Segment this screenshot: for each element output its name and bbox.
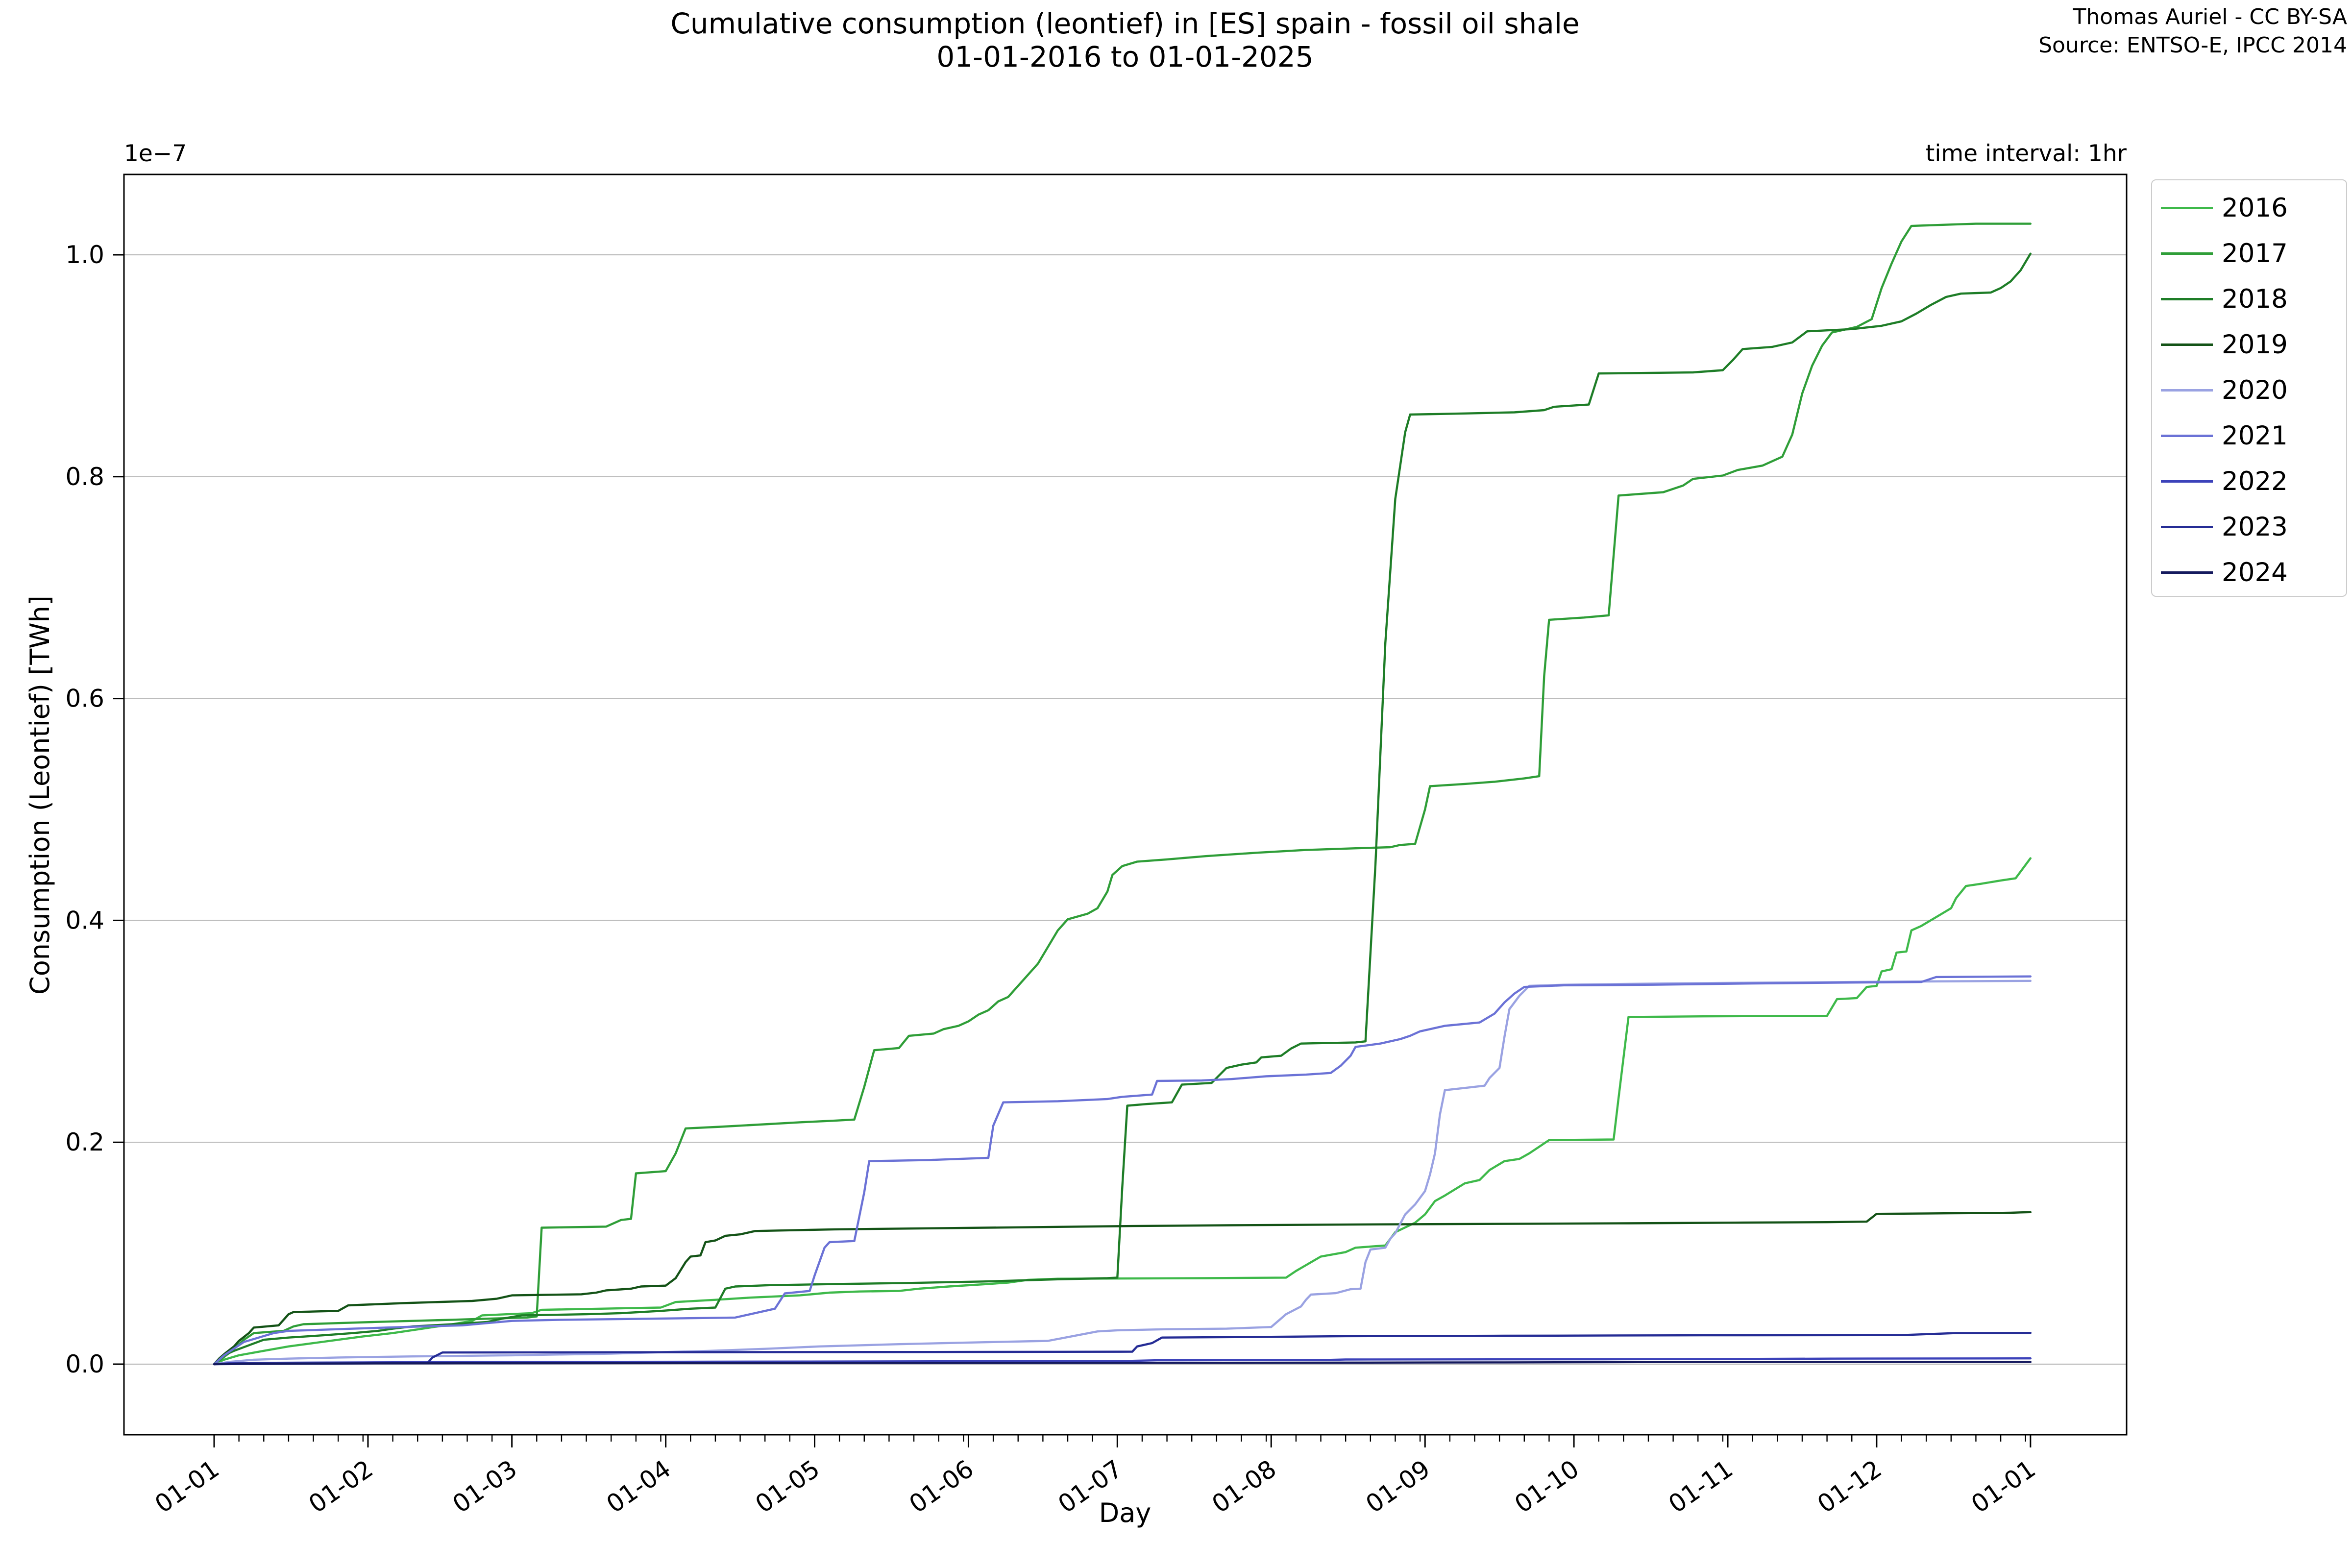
legend-line-sample [2161,389,2213,392]
series-line-2020 [213,980,2032,1366]
legend-line-sample [2161,480,2213,483]
series-line-2019 [213,1211,2032,1366]
legend-item-label: 2017 [2222,239,2288,269]
series-line-2024 [213,1361,2032,1366]
chart-title: Cumulative consumption (leontief) in [ES… [490,7,1760,74]
legend-item-2021: 2021 [2152,412,2346,458]
series-line-2021 [213,975,2032,1366]
legend-item-label: 2022 [2222,466,2288,496]
legend-item-label: 2024 [2222,558,2288,588]
attribution-source: Source: ENTSO-E, IPCC 2014 [2038,33,2347,58]
chart-title-line2: 01-01-2016 to 01-01-2025 [936,40,1314,74]
series-line-2018 [213,252,2032,1366]
x-tick-label: 01-05 [750,1454,825,1519]
legend-line-sample [2161,526,2213,528]
x-tick-label: 01-01 [150,1454,224,1519]
time-interval-label: time interval: 1hr [1925,140,2127,167]
legend-item-2017: 2017 [2152,230,2346,276]
chart-title-line1: Cumulative consumption (leontief) in [ES… [670,7,1580,40]
series-line-2016 [213,857,2032,1366]
x-tick-label: 01-01 [1966,1454,2040,1519]
legend-item-label: 2020 [2222,375,2288,405]
legend-item-label: 2018 [2222,284,2288,314]
x-tick-label: 01-09 [1361,1454,1435,1519]
legend-item-label: 2016 [2222,193,2288,223]
y-tick-label: 0.6 [65,685,104,713]
y-offset-label: 1e−7 [124,140,187,167]
legend-item-label: 2021 [2222,421,2288,451]
legend-line-sample [2161,571,2213,574]
legend-item-label: 2023 [2222,512,2288,542]
x-tick-label: 01-10 [1510,1454,1584,1519]
series-line-2023 [213,1331,2032,1366]
legend-item-2023: 2023 [2152,503,2346,549]
y-tick-label: 0.8 [65,463,104,491]
legend-line-sample [2161,343,2213,346]
legend-item-2020: 2020 [2152,367,2346,413]
x-tick-label: 01-11 [1664,1454,1738,1519]
axes-frame [123,173,2128,1436]
legend-line-sample [2161,207,2213,209]
legend-line-sample [2161,252,2213,255]
attribution: Thomas Auriel - CC BY-SA Source: ENTSO-E… [1759,3,2347,60]
x-tick-label: 01-03 [447,1454,522,1519]
legend-line-sample [2161,298,2213,300]
legend-box: 2016 2017 2018 2019 2020 2021 2022 2023 2024 [2151,179,2347,597]
legend-item-label: 2019 [2222,330,2288,360]
x-tick-label: 01-02 [304,1454,378,1519]
attribution-author: Thomas Auriel - CC BY-SA [2073,4,2347,29]
x-tick-label: 01-12 [1812,1454,1886,1519]
y-tick-label: 0.2 [65,1128,104,1156]
x-tick-label: 01-04 [601,1454,676,1519]
legend-item-2024: 2024 [2152,549,2346,595]
legend-item-2016: 2016 [2152,184,2346,230]
y-tick-label: 1.0 [65,241,104,269]
y-tick-label: 0.4 [65,906,104,934]
legend-item-2019: 2019 [2152,321,2346,367]
y-axis-label: Consumption (Leontief) [TWh] [24,595,55,995]
x-axis-label: Day [1099,1497,1152,1528]
legend-item-2022: 2022 [2152,458,2346,504]
series-line-2017 [213,222,2032,1366]
legend-line-sample [2161,435,2213,437]
y-tick-label: 0.0 [65,1350,104,1378]
legend-item-2018: 2018 [2152,275,2346,321]
